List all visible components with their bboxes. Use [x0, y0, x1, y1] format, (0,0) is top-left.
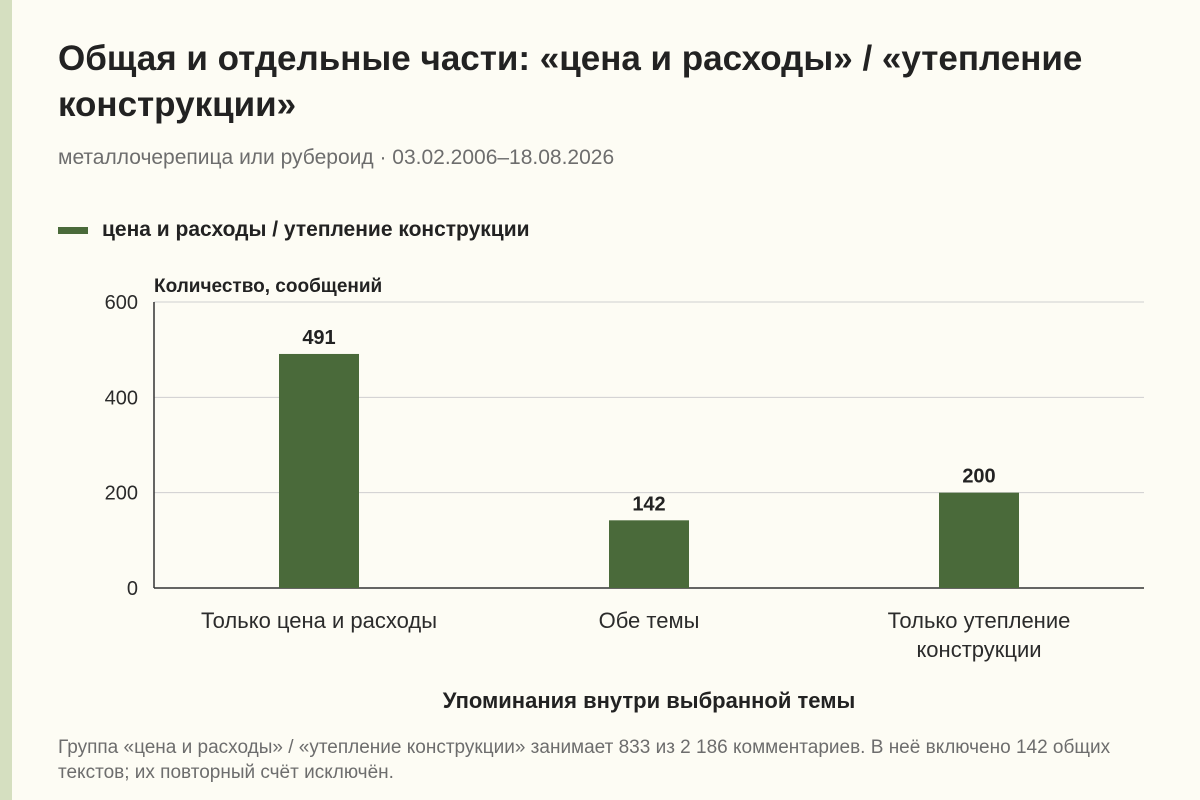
data-label: 491	[302, 327, 335, 349]
data-label: 142	[632, 493, 665, 515]
y-tick-label: 400	[105, 387, 138, 409]
y-tick-label: 0	[127, 578, 138, 600]
labels: 0 200 400 600 Количество, сообщений 491 Только…	[105, 276, 1071, 713]
x-tick-label: Только цена и расходы	[201, 608, 437, 633]
chart-title: Общая и отдельные части: «цена и расходы…	[58, 39, 1083, 124]
chart-subtitle: металлочерепица или рубероид · 03.02.200…	[58, 146, 615, 169]
footnote: Группа «цена и расходы» / «утепление кон…	[58, 737, 1111, 783]
legend-label: цена и расходы / утепление конструкции	[102, 218, 530, 241]
left-accent-stripe	[0, 0, 12, 800]
bar-chart: 0 200 400 600 Количество, сообщений 491 Только…	[105, 276, 1144, 713]
y-tick-label: 600	[105, 292, 138, 314]
data-label: 200	[962, 466, 995, 488]
legend-swatch	[58, 226, 88, 234]
bar	[279, 353, 359, 588]
bars	[279, 353, 1019, 588]
y-axis-label: Количество, сообщений	[154, 276, 382, 297]
legend: цена и расходы / утепление конструкции	[58, 218, 530, 242]
bar	[609, 520, 689, 588]
x-tick-label: Обе темы	[599, 608, 700, 633]
x-tick-label: Только утепление конструкции	[888, 608, 1071, 662]
x-axis-label: Упоминания внутри выбранной темы	[443, 688, 856, 713]
bar	[939, 492, 1019, 588]
y-tick-label: 200	[105, 483, 138, 505]
